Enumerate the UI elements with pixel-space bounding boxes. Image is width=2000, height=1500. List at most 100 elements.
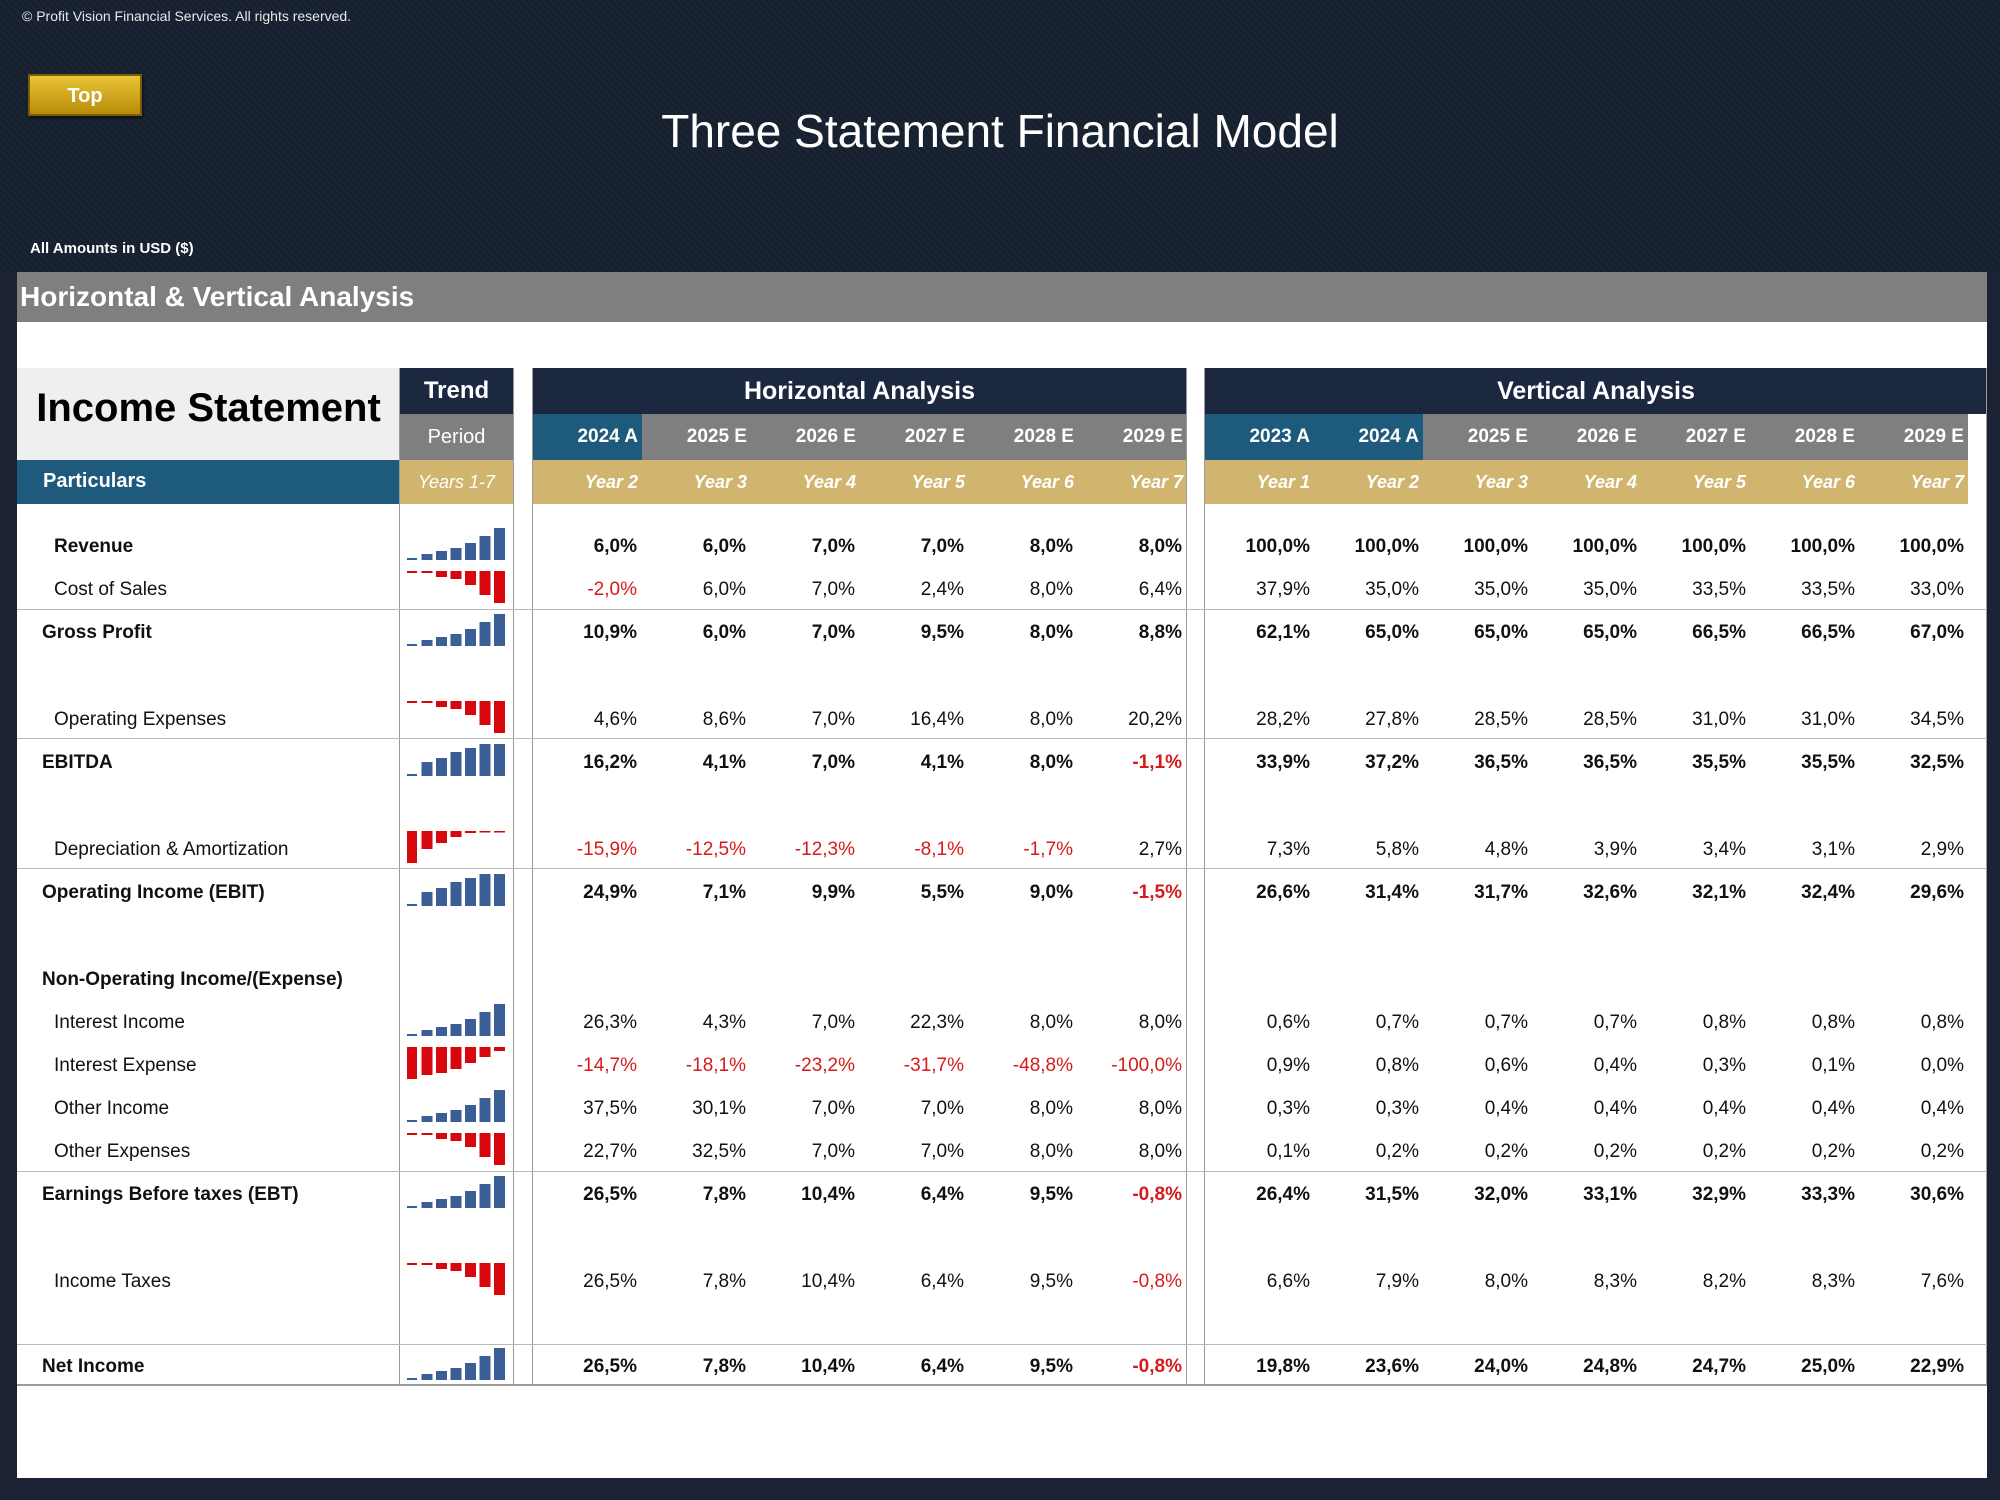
particulars-label: Particulars (43, 470, 146, 493)
horizontal-value: -14,7% (537, 1055, 637, 1077)
vertical-value: 24,7% (1646, 1356, 1746, 1378)
sparkline-bar (480, 1356, 491, 1380)
year-label: Year 3 (1423, 460, 1532, 504)
horizontal-value: -48,8% (973, 1055, 1073, 1077)
sparkline-bar (465, 878, 476, 906)
horizontal-value: 10,4% (755, 1184, 855, 1206)
sparkline-bar (451, 1024, 462, 1036)
trend-period: Period (400, 414, 513, 460)
sparkline-bar (465, 629, 476, 646)
sparkline-bar (480, 1047, 491, 1057)
trend-sparkline (403, 1129, 511, 1167)
vertical-value: 29,6% (1864, 882, 1964, 904)
vertical-value: 33,5% (1646, 579, 1746, 601)
horizontal-value: 6,0% (646, 622, 746, 644)
vertical-value: 65,0% (1537, 622, 1637, 644)
horizontal-value: 32,5% (646, 1141, 746, 1163)
vertical-value: 67,0% (1864, 622, 1964, 644)
sparkline-bar (494, 744, 505, 776)
year-label: Year 4 (1532, 460, 1641, 504)
row-label: Gross Profit (42, 622, 152, 644)
sparkline-bar (494, 1047, 505, 1051)
sparkline-bar (422, 554, 433, 560)
sparkline-bar (436, 571, 447, 577)
horizontal-value: 7,0% (864, 1141, 964, 1163)
horizontal-analysis-header: Horizontal Analysis (533, 368, 1186, 414)
vertical-border-right (1986, 368, 1987, 1386)
horizontal-value: 9,5% (973, 1184, 1073, 1206)
horizontal-value: -0,8% (1082, 1271, 1182, 1293)
vertical-value: 31,0% (1755, 709, 1855, 731)
year-label: Year 7 (1078, 460, 1187, 504)
horizontal-value: -12,3% (755, 839, 855, 861)
sparkline-bar (451, 1047, 462, 1069)
vertical-value: 33,5% (1755, 579, 1855, 601)
sparkline-bar (451, 882, 462, 906)
horizontal-value: 8,8% (1082, 622, 1182, 644)
vertical-value: 5,8% (1319, 839, 1419, 861)
horizontal-value: 7,0% (755, 536, 855, 558)
vertical-value: 0,4% (1537, 1098, 1637, 1120)
row-label: Depreciation & Amortization (54, 839, 288, 861)
horizontal-value: 9,9% (755, 882, 855, 904)
vertical-value: 100,0% (1646, 536, 1746, 558)
horizontal-border-right (1186, 368, 1187, 1386)
row-label: Interest Income (54, 1012, 185, 1034)
sparkline-bar (451, 1368, 462, 1380)
sparkline-bar (480, 744, 491, 776)
horizontal-value: -0,8% (1082, 1356, 1182, 1378)
vertical-value: 0,2% (1646, 1141, 1746, 1163)
horizontal-value: 6,4% (1082, 579, 1182, 601)
vertical-value: 24,8% (1537, 1356, 1637, 1378)
year-label: Year 7 (1859, 460, 1968, 504)
row-divider (17, 1171, 1987, 1172)
horizontal-value: 6,0% (537, 536, 637, 558)
horizontal-value: 6,4% (864, 1184, 964, 1206)
sparkline-bar (407, 558, 417, 560)
trend-sparkline (403, 870, 511, 908)
vertical-border-left (1204, 368, 1205, 1386)
year-label: Year 6 (969, 460, 1078, 504)
sparkline-bar (422, 1263, 433, 1265)
sparkline-bar (422, 831, 433, 849)
horizontal-period-row: 2024 A 2025 E 2026 E 2027 E 2028 E 2029 E (533, 414, 1186, 460)
period-tab: 2023 A (1205, 414, 1314, 460)
trend-header: Trend (400, 368, 513, 414)
row-label: Other Expenses (54, 1141, 190, 1163)
vertical-value: 26,6% (1210, 882, 1310, 904)
horizontal-value: -0,8% (1082, 1184, 1182, 1206)
sparkline-bar (494, 1004, 505, 1036)
vertical-value: 0,7% (1428, 1012, 1528, 1034)
horizontal-value: 9,0% (973, 882, 1073, 904)
horizontal-value: 10,4% (755, 1271, 855, 1293)
row-label: Operating Income (EBIT) (42, 882, 265, 904)
worksheet: Horizontal & Vertical Analysis Income St… (17, 272, 1987, 1478)
year-label: Year 1 (1205, 460, 1314, 504)
page-title: Three Statement Financial Model (0, 104, 2000, 158)
period-tab: 2028 E (1750, 414, 1859, 460)
vertical-analysis-header: Vertical Analysis (1205, 368, 1987, 414)
vertical-value: 4,8% (1428, 839, 1528, 861)
vertical-value: 100,0% (1755, 536, 1855, 558)
sparkline-bar (465, 701, 476, 715)
horizontal-value: 7,0% (755, 1141, 855, 1163)
year-label: Year 5 (1641, 460, 1750, 504)
vertical-value: 0,0% (1864, 1055, 1964, 1077)
vertical-value: 36,5% (1428, 752, 1528, 774)
vertical-year-row: Year 1 Year 2 Year 3 Year 4 Year 5 Year 6 Year… (1205, 460, 1987, 504)
horizontal-year-row: Year 2 Year 3 Year 4 Year 5 Year 6 Year 7 (533, 460, 1186, 504)
vertical-value: 66,5% (1646, 622, 1746, 644)
currency-label: All Amounts in USD ($) (30, 240, 194, 257)
trend-sparkline (403, 567, 511, 605)
vertical-value: 0,7% (1537, 1012, 1637, 1034)
horizontal-value: 37,5% (537, 1098, 637, 1120)
vertical-value: 0,9% (1210, 1055, 1310, 1077)
horizontal-value: 8,0% (973, 536, 1073, 558)
vertical-value: 6,6% (1210, 1271, 1310, 1293)
horizontal-value: -100,0% (1082, 1055, 1182, 1077)
trend-sparkline (403, 1043, 511, 1081)
sparkline-bar (422, 640, 433, 646)
vertical-value: 31,0% (1646, 709, 1746, 731)
horizontal-value: 8,0% (1082, 1141, 1182, 1163)
vertical-value: 7,3% (1210, 839, 1310, 861)
